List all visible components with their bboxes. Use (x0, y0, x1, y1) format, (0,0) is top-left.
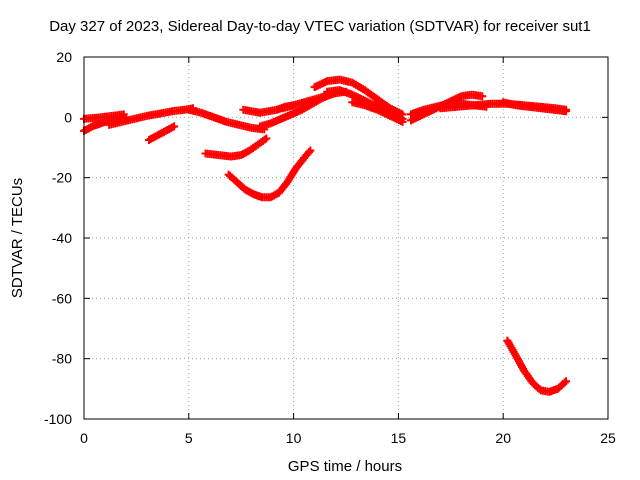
data-point (117, 115, 137, 126)
data-point (262, 134, 271, 143)
series-arc-18 (503, 336, 571, 396)
x-tick-label: 20 (495, 430, 511, 446)
series-arc-17 (499, 98, 571, 116)
data-point (287, 106, 305, 119)
series-arc-13 (348, 98, 407, 126)
data-point (289, 98, 306, 110)
data-point (553, 378, 569, 393)
data-point (511, 351, 528, 373)
data-point (360, 101, 380, 114)
x-tick-label: 25 (600, 430, 616, 446)
data-point (184, 105, 204, 117)
y-tick-label: -20 (52, 170, 72, 186)
data-point (235, 120, 254, 132)
y-axis-label: SDTVAR / TECUs (9, 178, 26, 298)
y-tick-label: 0 (64, 109, 72, 125)
data-point (201, 149, 221, 159)
data-point (536, 104, 556, 114)
y-tick-label: 20 (56, 49, 72, 65)
y-tick-label: -40 (52, 230, 72, 246)
x-tick-label: 10 (286, 430, 302, 446)
data-points (80, 75, 571, 396)
series-arc-5 (184, 105, 269, 134)
x-axis-label: GPS time / hours (288, 458, 402, 475)
data-point (436, 102, 459, 113)
data-point (291, 155, 307, 173)
data-point (562, 377, 571, 386)
data-point (444, 93, 464, 107)
data-point (277, 111, 294, 123)
plot-frame (83, 56, 609, 420)
x-tick-label: 15 (391, 430, 407, 446)
data-point (170, 122, 179, 131)
series-arc-4 (144, 122, 179, 144)
data-point (197, 108, 217, 121)
data-point (300, 148, 314, 163)
data-point (478, 92, 487, 101)
data-point (222, 117, 242, 129)
y-ticks: -100 -80 -60 -40 -20 0 20 (44, 49, 608, 427)
data-point (130, 112, 149, 123)
series-arc-15 (406, 90, 487, 125)
data-point (520, 366, 536, 386)
series-arc-7 (224, 146, 315, 202)
series-arc-6 (201, 134, 271, 161)
gridlines (84, 57, 608, 419)
x-tick-label: 5 (185, 430, 193, 446)
data-point (406, 111, 426, 125)
data-point (119, 110, 128, 119)
series-arc-2 (80, 110, 128, 123)
y-tick-label: -80 (52, 351, 72, 367)
y-tick-label: -100 (44, 411, 72, 427)
data-point (562, 107, 571, 116)
data-point (503, 336, 519, 358)
data-point (306, 146, 315, 155)
y-tick-label: -60 (52, 290, 72, 306)
x-tick-label: 0 (80, 430, 88, 446)
chart-title: Day 327 of 2023, Sidereal Day-to-day VTE… (49, 18, 591, 35)
data-point (398, 117, 407, 126)
data-point (155, 107, 174, 118)
